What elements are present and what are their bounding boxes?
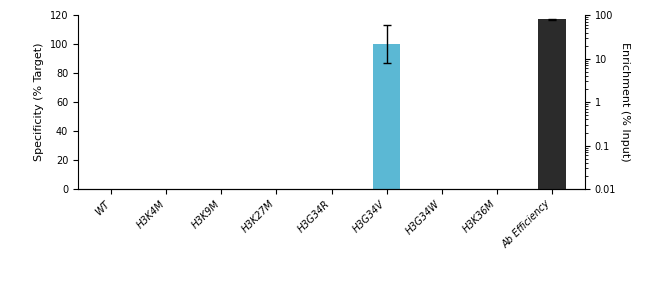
Y-axis label: Specificity (% Target): Specificity (% Target) bbox=[34, 43, 44, 161]
Bar bbox=[373, 44, 400, 189]
Bar bbox=[538, 20, 566, 305]
Y-axis label: Enrichment (% Input): Enrichment (% Input) bbox=[620, 42, 630, 162]
